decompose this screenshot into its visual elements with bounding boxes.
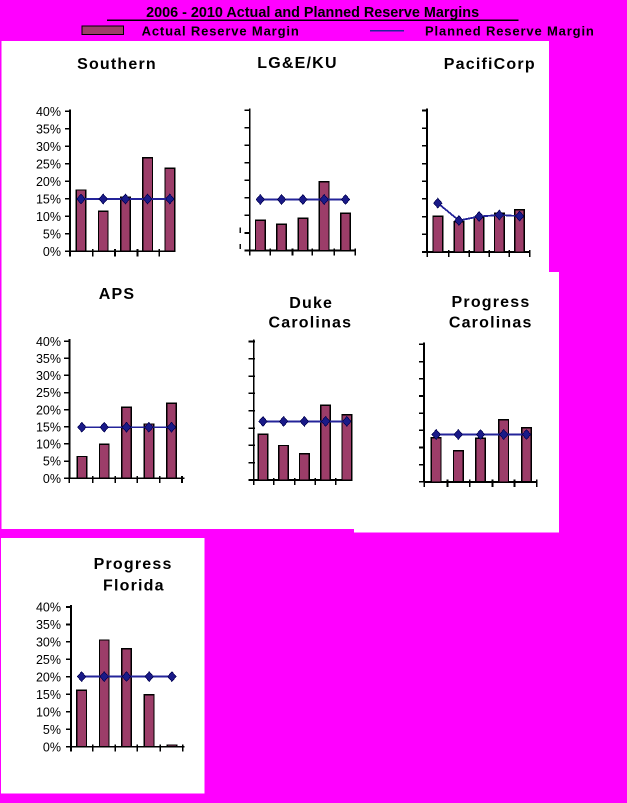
svg-text:LG&E/KU: LG&E/KU [257,55,337,72]
svg-text:40%: 40% [36,601,61,615]
svg-text:10%: 10% [36,438,61,452]
svg-text:Planned Reserve Margin: Planned Reserve Margin [425,24,595,39]
svg-text:10%: 10% [36,705,61,719]
svg-text:10%: 10% [36,210,61,224]
svg-text:5%: 5% [43,455,61,469]
svg-text:30%: 30% [36,140,61,154]
svg-text:20%: 20% [36,403,61,417]
svg-text:5%: 5% [43,723,61,737]
svg-text:Progress: Progress [452,294,531,311]
svg-text:Progress: Progress [94,556,173,573]
svg-text:15%: 15% [36,192,61,206]
svg-text:5%: 5% [43,227,61,241]
svg-text:Carolinas: Carolinas [449,314,533,331]
svg-text:40%: 40% [36,105,61,119]
svg-text:APS: APS [99,286,136,303]
svg-text:35%: 35% [36,352,61,366]
svg-text:20%: 20% [36,671,61,685]
svg-text:Florida: Florida [103,577,165,594]
svg-text:35%: 35% [36,123,61,137]
svg-text:20%: 20% [36,175,61,189]
svg-text:Actual Reserve Margin: Actual Reserve Margin [142,24,300,39]
svg-text:25%: 25% [36,653,61,667]
svg-text:0%: 0% [43,245,61,259]
svg-text:15%: 15% [36,688,61,702]
svg-text:15%: 15% [36,420,61,434]
svg-text:Carolinas: Carolinas [269,314,353,331]
svg-text:0%: 0% [43,740,61,754]
svg-text:Duke: Duke [289,295,333,312]
svg-text:30%: 30% [36,369,61,383]
svg-text:Southern: Southern [77,56,157,73]
svg-text:PacifiCorp: PacifiCorp [444,56,536,73]
svg-text:0%: 0% [43,472,61,486]
svg-text:25%: 25% [36,158,61,172]
svg-text:25%: 25% [36,386,61,400]
svg-text:35%: 35% [36,618,61,632]
svg-text:40%: 40% [36,335,61,349]
svg-text:2006 - 2010 Actual and Planned: 2006 - 2010 Actual and Planned Reserve M… [146,5,479,21]
svg-text:30%: 30% [36,636,61,650]
